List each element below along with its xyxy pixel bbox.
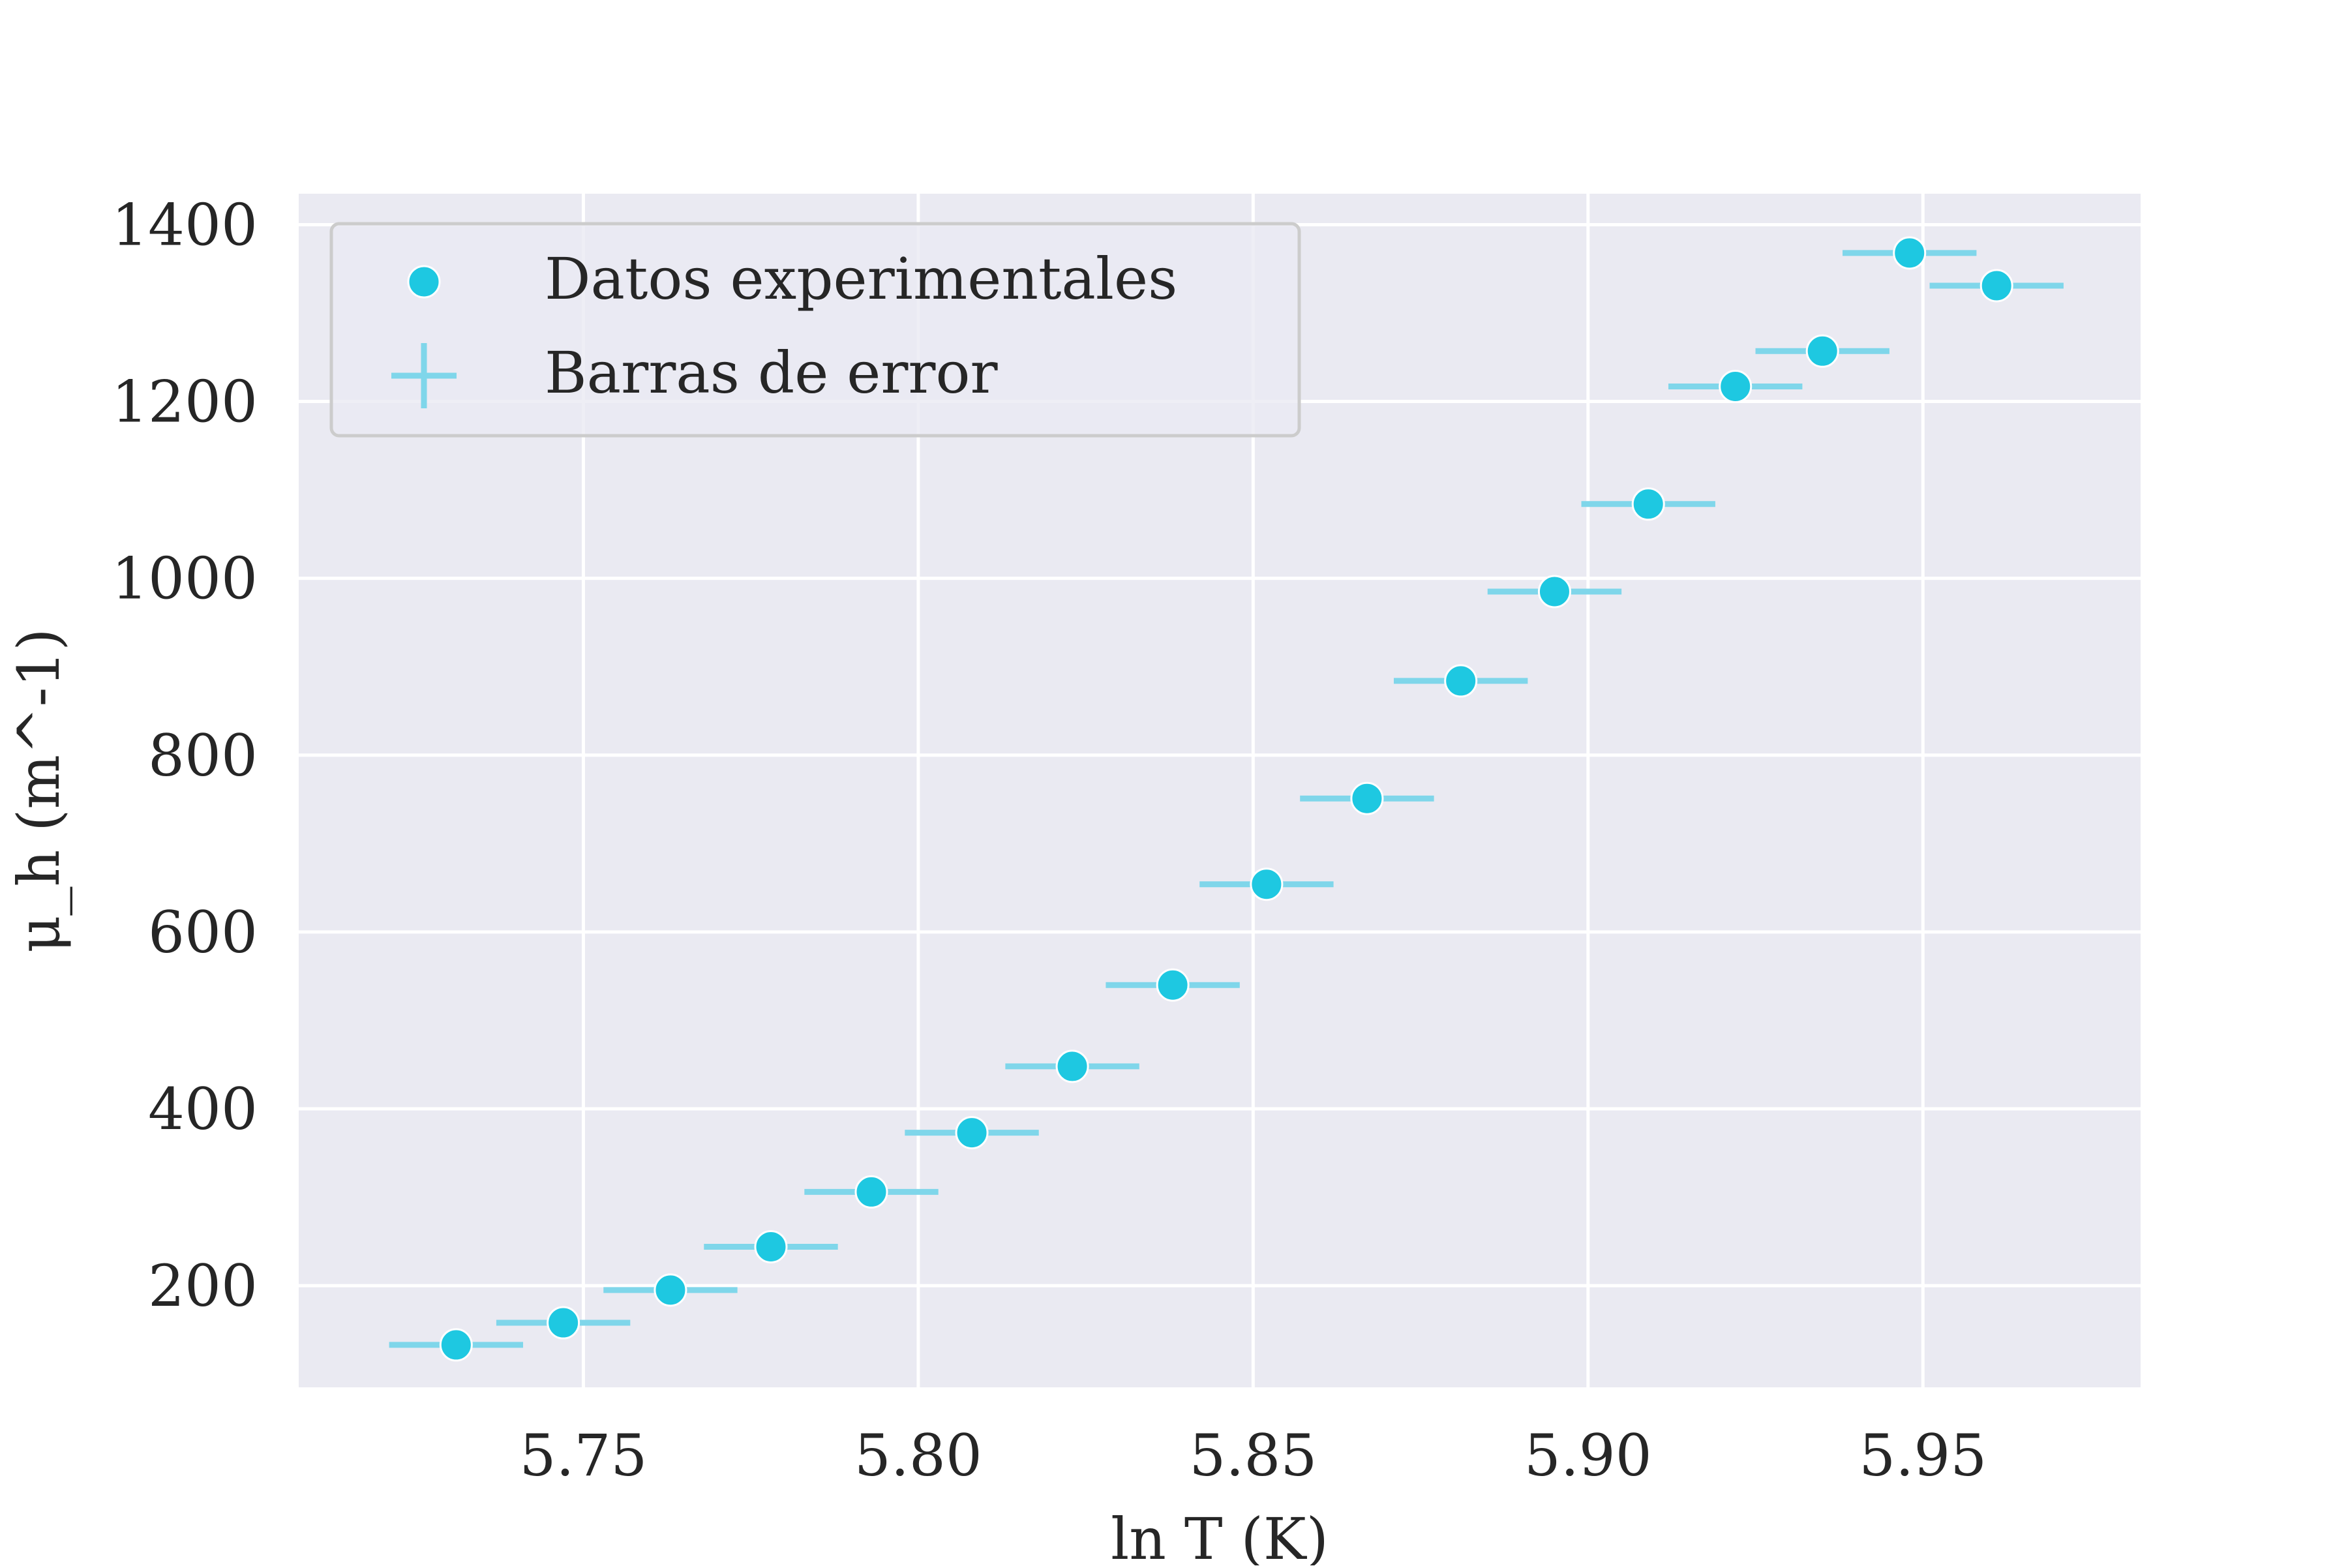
legend-box [329, 222, 1301, 438]
legend-label-datos: Datos experimentales [545, 245, 1177, 312]
legend-marker-barras [391, 343, 457, 408]
y-tick-label-1: 400 [148, 1076, 258, 1143]
data-point-4 [854, 1175, 888, 1209]
y-tick-label-4: 1000 [112, 545, 258, 612]
legend: Datos experimentales Barras de error [329, 222, 1301, 438]
data-point-5 [955, 1116, 989, 1150]
data-point-10 [1444, 664, 1478, 698]
x-tick-label-3: 5.90 [1524, 1422, 1652, 1489]
x-tick-label-4: 5.95 [1859, 1422, 1987, 1489]
data-point-0 [439, 1328, 473, 1362]
y-tick-label-2: 600 [148, 899, 258, 966]
y-tick-label-6: 1400 [112, 191, 258, 258]
data-point-14 [1805, 334, 1839, 368]
data-point-1 [547, 1306, 580, 1340]
data-point-16 [1979, 269, 2013, 303]
data-point-9 [1350, 781, 1384, 815]
y-tick-labels: 200 400 600 800 1000 1200 1400 [112, 191, 258, 1319]
legend-marker-datos [407, 265, 441, 299]
data-point-2 [654, 1273, 687, 1307]
y-tick-label-3: 800 [148, 722, 258, 789]
data-point-series [439, 236, 2013, 1362]
x-axis-label: ln T (K) [1111, 1505, 1329, 1565]
x-tick-labels: 5.75 5.80 5.85 5.90 5.95 [519, 1422, 1987, 1489]
x-tick-label-0: 5.75 [519, 1422, 647, 1489]
y-tick-label-0: 200 [148, 1252, 258, 1319]
data-point-6 [1055, 1049, 1089, 1083]
data-point-3 [754, 1229, 788, 1263]
data-point-8 [1250, 867, 1284, 901]
x-tick-label-1: 5.80 [854, 1422, 982, 1489]
data-point-12 [1631, 487, 1665, 521]
data-point-15 [1893, 236, 1927, 270]
data-point-13 [1719, 370, 1753, 404]
y-axis-label: μ_h (m^-1) [5, 628, 72, 952]
x-tick-label-2: 5.85 [1189, 1422, 1317, 1489]
y-tick-label-5: 1200 [112, 369, 258, 436]
data-point-7 [1156, 968, 1190, 1002]
legend-label-barras: Barras de error [545, 339, 998, 406]
data-point-11 [1537, 575, 1571, 609]
